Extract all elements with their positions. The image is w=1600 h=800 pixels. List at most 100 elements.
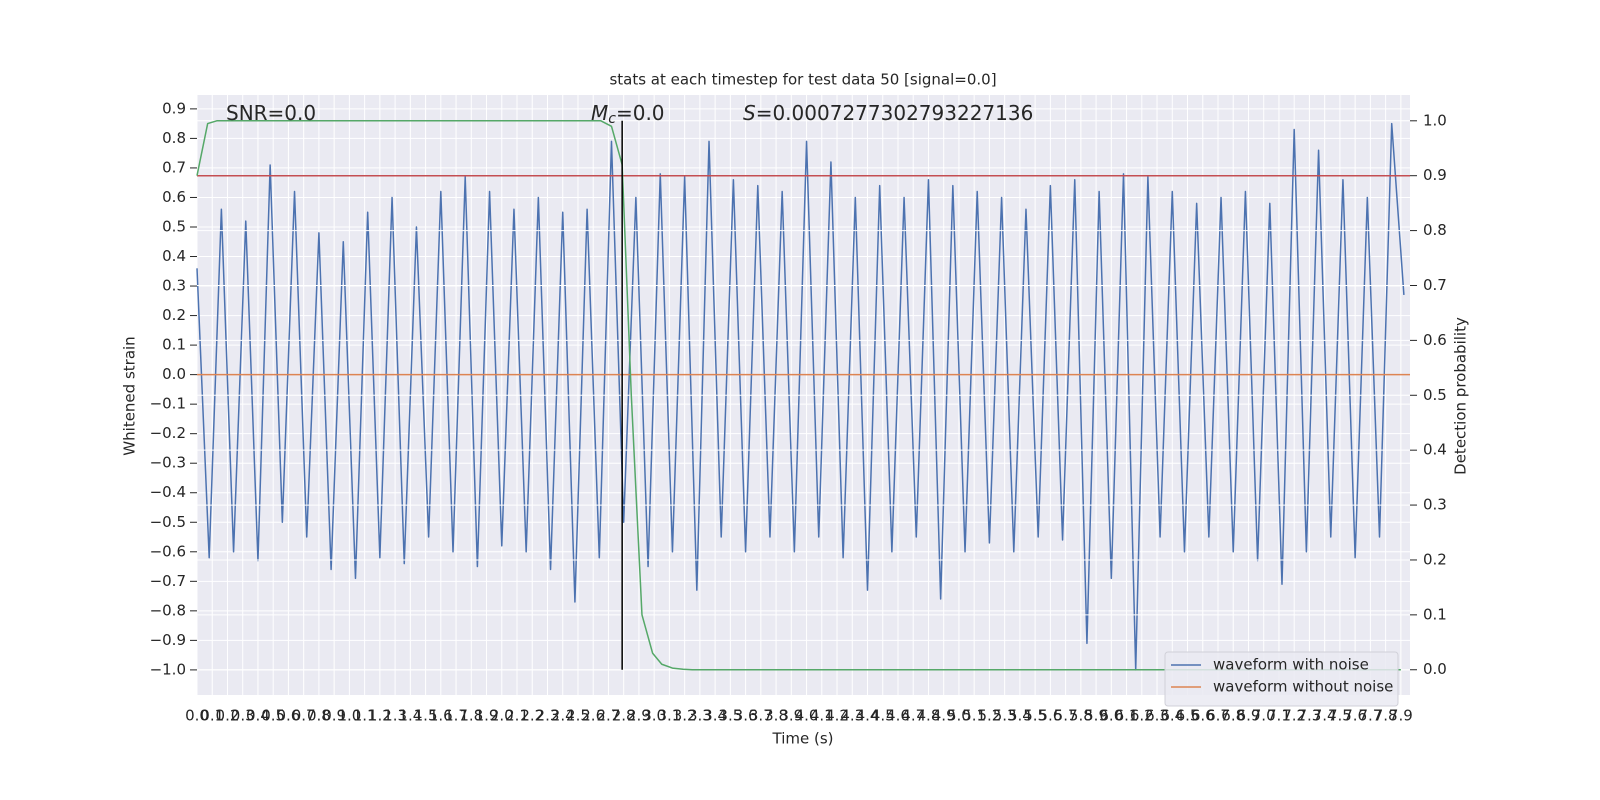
y-tick-label: 0.4 [162,247,186,265]
x-tick-label: 3.4 [703,707,727,725]
x-tick-label: 1.9 [475,707,499,725]
annotation: SNR=0.0 [226,101,316,125]
y-tick-label: −0.7 [150,572,186,590]
legend-label: waveform without noise [1213,678,1393,696]
y2-tick-label: 0.1 [1423,605,1447,623]
x-tick-label: 5.4 [1008,707,1032,725]
x-tick-label: 1.0 [337,707,361,725]
x-tick-label: 4.9 [932,707,956,725]
x-tick-label: 3.9 [779,707,803,725]
x-tick-label: 2.9 [627,707,651,725]
x-tick-label: 3.6 [734,707,758,725]
x-tick-label: 2.3 [536,707,560,725]
x-tick-label: 0.8 [307,707,331,725]
x-tick-label: 6.9 [1237,707,1261,725]
y2-tick-label: 0.0 [1423,660,1447,678]
y-axis-label: Whitened strain [121,336,139,455]
x-tick-label: 2.8 [612,707,636,725]
x-tick-label: 4.6 [886,707,910,725]
x-tick-label: 2.7 [597,707,621,725]
y-tick-label: 0.2 [162,306,186,324]
x-tick-label: 7.5 [1328,707,1352,725]
x-tick-label: 2.5 [566,707,590,725]
legend-box [1164,651,1399,707]
x-tick-label: 4.0 [795,707,819,725]
x-tick-label: 0.9 [322,707,346,725]
series-line [196,122,1405,671]
x-tick-label: 4.4 [856,707,880,725]
y2-tick-label: 0.9 [1423,166,1447,184]
x-tick-label: 1.3 [383,707,407,725]
y-tick-label: −0.8 [150,601,186,619]
x-tick-label: 6.8 [1221,707,1245,725]
x-tick-label: 7.3 [1297,707,1321,725]
x-tick-label: 6.5 [1176,707,1200,725]
y2-tick-label: 0.3 [1423,496,1447,514]
x-tick-label: 7.1 [1267,707,1291,725]
x-tick-label: 3.1 [657,707,681,725]
x-tick-label: 0.2 [216,707,240,725]
series-line [196,120,1401,671]
x-tick-label: 7.9 [1389,707,1413,725]
x-tick-label: 5.1 [962,707,986,725]
y2-tick-label: 0.6 [1423,331,1447,349]
x-tick-label: 4.5 [871,707,895,725]
x-tick-label: 2.2 [520,707,544,725]
y-tick-label: −0.5 [150,513,186,531]
x-tick-label: 3.3 [688,707,712,725]
y-tick-label: 0.8 [162,129,186,147]
y-tick-label: 0.0 [162,365,186,383]
annotation-text: SNR=0.0 [226,101,316,125]
x-tick-label: 1.7 [444,707,468,725]
x-tick-label: 0.1 [200,707,224,725]
x-tick-label: 5.3 [993,707,1017,725]
x-tick-label: 1.8 [459,707,483,725]
x-tick-label: 2.6 [581,707,605,725]
x-tick-label: 0.6 [277,707,301,725]
y-tick-label: −0.4 [150,483,186,501]
y2-tick-label: 0.5 [1423,386,1447,404]
x-tick-label: 6.7 [1206,707,1230,725]
y2-axis-label: Detection probability [1452,317,1470,475]
x-tick-label: 5.0 [947,707,971,725]
x-tick-label: 3.2 [673,707,697,725]
x-tick-label: 3.5 [718,707,742,725]
y-tick-label: 0.5 [162,217,186,235]
y-tick-label: −0.1 [150,395,186,413]
y-tick-label: −0.9 [150,631,186,649]
x-tick-label: 2.4 [551,707,575,725]
x-tick-label: 7.8 [1374,707,1398,725]
x-tick-label: 4.8 [917,707,941,725]
x-tick-label: 3.8 [764,707,788,725]
x-tick-label: 2.0 [490,707,514,725]
x-tick-label: 5.6 [1038,707,1062,725]
x-tick-label: 7.4 [1313,707,1337,725]
x-tick-label: 1.2 [368,707,392,725]
x-tick-label: 5.5 [1023,707,1047,725]
annotation: S=0.0007277302793227136 [743,101,1033,125]
x-tick-label: 4.2 [825,707,849,725]
legend-label: waveform with noise [1213,656,1369,674]
x-tick-label: 5.9 [1084,707,1108,725]
x-tick-label: 1.4 [398,707,422,725]
x-tick-label: 7.2 [1282,707,1306,725]
y2-tick-label: 0.7 [1423,276,1447,294]
y2-tick-label: 0.2 [1423,550,1447,568]
x-tick-label: 7.0 [1252,707,1276,725]
x-tick-label: 5.2 [977,707,1001,725]
y2-tick-label: 0.4 [1423,441,1447,459]
x-tick-label: 5.8 [1069,707,1093,725]
y-tick-label: −0.3 [150,454,186,472]
x-tick-label: 4.1 [810,707,834,725]
x-tick-label: 6.6 [1191,707,1215,725]
y-tick-label: −1.0 [150,660,186,678]
y-tick-label: 0.1 [162,336,186,354]
x-tick-label: 0.5 [261,707,285,725]
y-tick-label: 0.7 [162,158,186,176]
annotation-text: =0.0007277302793227136 [756,101,1034,125]
x-axis-label: Time (s) [772,730,834,748]
x-tick-label: 0.3 [231,707,255,725]
x-tick-label: 4.7 [901,707,925,725]
y-tick-label: 0.6 [162,188,186,206]
